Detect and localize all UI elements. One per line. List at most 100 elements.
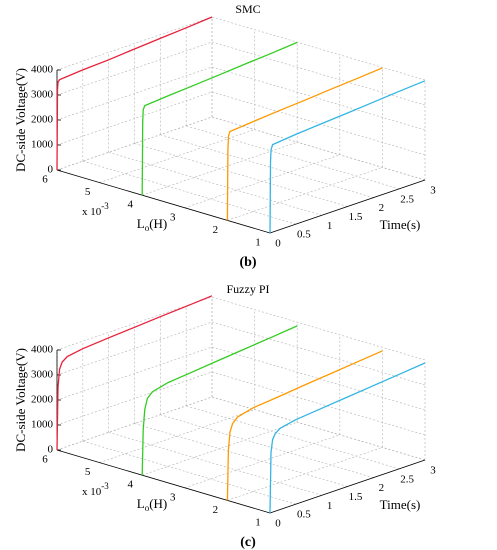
grid-line — [186, 125, 400, 190]
y-tick-label: 4 — [127, 479, 133, 491]
axis-line — [269, 459, 426, 514]
axis-line — [269, 179, 426, 234]
z-tick-label: 4000 — [31, 344, 54, 356]
y-tick-label: 3 — [170, 211, 176, 223]
x-tick-label: 0 — [275, 238, 281, 250]
z-tick-label: 0 — [48, 164, 54, 176]
x-tick-label: 2 — [379, 202, 385, 214]
y-scale-exp: -3 — [101, 481, 109, 491]
grid-line — [56, 371, 213, 426]
grid-line — [56, 396, 213, 451]
z-tick-label: 1000 — [31, 139, 54, 151]
grid-line — [186, 405, 400, 470]
z-tick-label: 3000 — [31, 89, 54, 101]
grid-line — [211, 16, 426, 81]
grid-line — [211, 346, 426, 411]
data-line — [226, 350, 383, 501]
grid-line — [56, 346, 213, 401]
x-tick-label: 2 — [379, 482, 385, 494]
x-tick-label: 1 — [327, 220, 333, 232]
y-axis-label: Lo(H) — [137, 496, 168, 513]
grid-line — [56, 91, 213, 146]
grid-line — [108, 432, 322, 496]
grid-line — [211, 296, 426, 361]
x-tick-label: 2.5 — [400, 473, 414, 485]
z-tick-label: 2000 — [31, 394, 54, 406]
y-scale-label: x 10-3 — [82, 201, 109, 217]
data-line — [56, 16, 213, 171]
grid-line — [56, 16, 213, 71]
y-axis-label-unit: (H) — [149, 216, 167, 231]
y-axis-label-sub: o — [145, 223, 150, 233]
grid-line — [211, 371, 426, 436]
x-tick-label: 3 — [430, 185, 436, 197]
grid-line — [211, 321, 426, 386]
data-line — [269, 80, 426, 234]
chart-title: Fuzzy PI — [227, 282, 270, 296]
y-tick-label: 5 — [85, 466, 91, 478]
y-axis-label-sub: o — [145, 503, 150, 513]
y-tick-label: 3 — [170, 491, 176, 503]
grid-line — [227, 167, 383, 221]
grid-line — [99, 409, 255, 463]
z-tick-label: 2000 — [31, 114, 54, 126]
x-tick-label: 1.5 — [349, 491, 363, 503]
data-line — [141, 325, 298, 476]
grid-line — [211, 91, 426, 156]
data-line — [56, 295, 213, 451]
y-tick-label: 4 — [127, 199, 133, 211]
x-tick-label: 2.5 — [400, 193, 414, 205]
data-line — [269, 362, 426, 514]
grid-line — [56, 66, 213, 121]
y-axis-label-main: L — [137, 496, 145, 511]
axis-line — [56, 449, 271, 514]
grid-line — [56, 41, 213, 96]
y-tick-label: 1 — [255, 517, 261, 529]
y-axis-label: Lo(H) — [137, 216, 168, 233]
y-axis-label-main: L — [137, 216, 145, 231]
grid-line — [56, 116, 213, 171]
grid-line — [227, 447, 383, 501]
x-axis-label: Time(s) — [380, 497, 421, 512]
caption: (b) — [239, 255, 256, 270]
y-scale-label: x 10-3 — [82, 481, 109, 497]
grid-line — [211, 66, 426, 131]
chart-title: SMC — [235, 2, 260, 16]
y-tick-label: 1 — [255, 237, 261, 249]
x-axis-label: Time(s) — [380, 217, 421, 232]
y-tick-label: 6 — [42, 174, 48, 186]
grid-line — [142, 141, 298, 196]
y-tick-label: 6 — [42, 454, 48, 466]
x-tick-label: 1.5 — [349, 211, 363, 223]
axis-line — [56, 169, 271, 234]
grid-line — [211, 396, 426, 461]
grid-line — [108, 152, 322, 216]
y-scale-base: x 10 — [82, 206, 102, 218]
grid-line — [184, 154, 340, 209]
y-scale-exp: -3 — [101, 201, 109, 211]
z-axis-label: DC-side Voltage(V) — [13, 68, 28, 172]
y-tick-label: 2 — [213, 224, 219, 236]
z-tick-label: 1000 — [31, 419, 54, 431]
z-tick-label: 4000 — [31, 64, 54, 76]
data-line — [226, 67, 383, 221]
grid-line — [56, 321, 213, 376]
grid-line — [134, 143, 348, 207]
grid-line — [184, 434, 340, 489]
grid-line — [211, 116, 426, 181]
y-axis-label-unit: (H) — [149, 496, 167, 511]
x-tick-label: 0 — [275, 518, 281, 530]
x-tick-label: 1 — [327, 500, 333, 512]
caption: (c) — [240, 535, 256, 550]
data-line — [141, 41, 298, 196]
grid-line — [160, 414, 374, 478]
z-axis-label: DC-side Voltage(V) — [13, 348, 28, 452]
grid-line — [82, 160, 296, 225]
grid-line — [82, 440, 296, 505]
x-tick-label: 0.5 — [297, 229, 311, 241]
grid-line — [99, 129, 255, 183]
grid-line — [160, 134, 374, 198]
grid-line — [142, 421, 298, 476]
z-tick-label: 0 — [48, 444, 54, 456]
